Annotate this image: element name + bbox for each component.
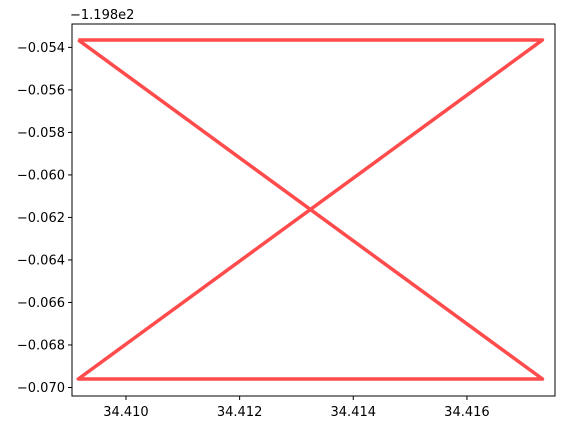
y-tick-label: −0.066 [17,296,65,311]
series-line-0 [76,38,545,381]
y-tick-label: −0.060 [17,168,65,183]
x-axis: 34.410 34.412 34.414 34.416 [103,396,490,420]
y-tick-label: −0.058 [17,126,65,141]
x-tick-label: 34.410 [103,405,149,420]
series-layer [76,38,545,381]
y-axis: −0.054 −0.056 −0.058 −0.060 −0.062 −0.064 −0.0… [17,41,72,396]
y-offset-text: −1.198e2 [70,8,134,23]
y-tick-label: −0.056 [17,83,65,98]
y-tick-label: −0.070 [17,381,65,396]
y-tick-label: −0.068 [17,338,65,353]
x-tick-label: 34.416 [444,405,490,420]
axes-frame [71,23,556,397]
x-tick-label: 34.414 [331,405,377,420]
y-tick-label: −0.062 [17,211,65,226]
y-tick-label: −0.064 [17,253,65,268]
y-tick-label: −0.054 [17,41,65,56]
x-tick-label: 34.412 [217,405,263,420]
